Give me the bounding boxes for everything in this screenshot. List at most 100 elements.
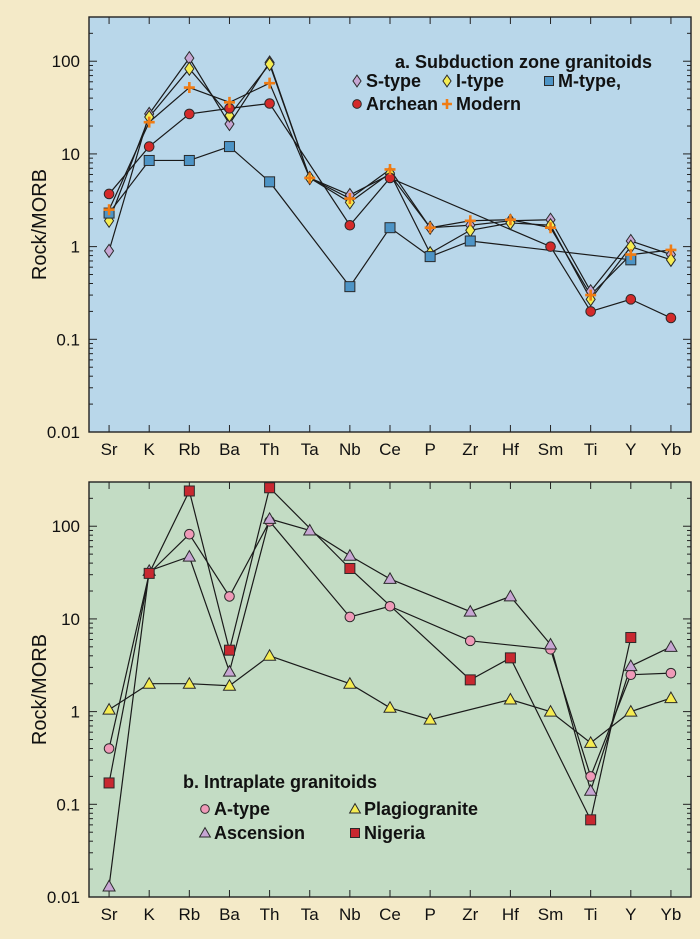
x-tick-label-y: Y xyxy=(625,440,636,459)
point-archean-sm xyxy=(545,241,556,252)
x-tick-label-hf: Hf xyxy=(502,905,519,924)
point-ascension-th xyxy=(262,511,277,524)
chart-intraplate: 0.01 0.1 1 10 100 Rock/MORB Sr K Rb Ba Th Ta Nb Ce P Zr… xyxy=(29,481,692,924)
legend-label-nigeria: Nigeria xyxy=(364,823,426,843)
point-ascension-sr xyxy=(102,879,116,892)
series-line-m-type xyxy=(108,145,631,288)
point-m-type-ce xyxy=(384,222,396,234)
point-modern-y xyxy=(625,249,637,261)
point-modern-ta xyxy=(304,172,316,184)
legend-title: a. Subduction zone granitoids xyxy=(395,52,652,72)
point-m-type-k xyxy=(143,154,155,166)
point-archean-ti xyxy=(585,306,596,317)
x-tick-label-ta: Ta xyxy=(301,440,320,459)
point-plagiogranite-p xyxy=(423,712,437,725)
point-archean-yb xyxy=(665,312,677,324)
x-tick-label-hf: Hf xyxy=(502,440,519,459)
x-tick-label-nb: Nb xyxy=(339,905,361,924)
point-i-type-rb xyxy=(184,61,195,77)
x-tick-label-ti: Ti xyxy=(584,440,598,459)
point-plagiogranite-sm xyxy=(543,704,558,717)
point-s-type-ba xyxy=(224,116,235,132)
point-a-type-y xyxy=(625,669,637,681)
point-modern-ce xyxy=(384,163,396,175)
point-ascension-rb xyxy=(182,549,197,562)
y-tick-label: 10 xyxy=(61,145,80,164)
plot-area xyxy=(88,481,692,898)
x-tick-label-k: K xyxy=(144,905,156,924)
y-tick-label: 0.01 xyxy=(47,423,80,442)
y-tick-label: 0.1 xyxy=(56,795,80,814)
legend-label-s-type: S-type xyxy=(366,71,421,91)
point-a-type-sr xyxy=(103,743,115,754)
point-ascension-y xyxy=(623,659,638,672)
point-m-type-nb xyxy=(344,281,356,293)
point-m-type-ba xyxy=(223,141,235,153)
x-tick-label-k: K xyxy=(144,440,156,459)
point-modern-sm xyxy=(545,222,557,234)
point-nigeria-rb xyxy=(183,485,195,497)
y-axis-label: Rock/MORB xyxy=(29,634,51,745)
x-tick-label-sm: Sm xyxy=(538,905,564,924)
x-tick-label-ce: Ce xyxy=(379,440,401,459)
point-nigeria-zr xyxy=(464,674,476,686)
point-plagiogranite-sr xyxy=(102,702,116,715)
y-tick-label: 0.1 xyxy=(56,330,80,349)
legend-marker-nigeria xyxy=(350,828,360,838)
point-plagiogranite-hf xyxy=(503,692,518,705)
point-a-type-rb xyxy=(184,528,195,540)
legend-marker-s-type xyxy=(352,74,362,88)
point-nigeria-hf xyxy=(504,652,516,664)
x-tick-label-p: P xyxy=(424,905,435,924)
x-tick-label-ce: Ce xyxy=(379,905,401,924)
point-plagiogranite-nb xyxy=(343,676,357,689)
point-plagiogranite-ti xyxy=(583,735,598,748)
x-tick-label-ba: Ba xyxy=(219,905,240,924)
series-line-a-type xyxy=(108,520,671,779)
x-tick-label-sm: Sm xyxy=(538,440,564,459)
point-nigeria-ba xyxy=(223,644,235,656)
y-tick-label: 1 xyxy=(71,703,80,722)
point-ascension-ba xyxy=(222,664,237,677)
point-plagiogranite-th xyxy=(262,648,277,661)
point-archean-sr xyxy=(103,188,115,200)
point-a-type-ce xyxy=(384,600,396,612)
point-plagiogranite-ce xyxy=(383,700,397,713)
y-tick-label: 100 xyxy=(52,517,80,536)
x-tick-label-rb: Rb xyxy=(178,905,200,924)
point-a-type-ti xyxy=(585,771,596,782)
x-tick-label-th: Th xyxy=(260,440,280,459)
point-m-type-p xyxy=(424,251,436,263)
legend-label-archean: Archean xyxy=(366,94,438,114)
x-tick-label-ba: Ba xyxy=(219,440,240,459)
legend-label-m-type: M-type, xyxy=(558,71,621,91)
y-tick-label: 0.01 xyxy=(47,888,80,907)
point-nigeria-nb xyxy=(344,562,356,574)
point-ascension-ti xyxy=(583,783,598,796)
point-m-type-th xyxy=(264,176,276,188)
point-ascension-ta xyxy=(302,523,317,536)
x-tick-label-p: P xyxy=(424,440,435,459)
x-tick-label-zr: Zr xyxy=(462,440,478,459)
legend-label-modern: Modern xyxy=(456,94,521,114)
point-archean-k xyxy=(143,141,155,152)
legend-label-ascension: Ascension xyxy=(214,823,305,843)
point-nigeria-ti xyxy=(585,814,597,826)
point-modern-hf xyxy=(504,214,516,226)
point-modern-zr xyxy=(464,215,476,227)
point-s-type-sr xyxy=(103,243,115,259)
legend-marker-ascension xyxy=(198,826,212,838)
y-tick-label: 10 xyxy=(61,610,80,629)
legend-marker-a-type xyxy=(200,804,210,814)
point-a-type-yb xyxy=(665,667,677,679)
point-archean-rb xyxy=(184,108,195,120)
x-tick-label-zr: Zr xyxy=(462,905,478,924)
point-modern-p xyxy=(424,222,436,234)
x-tick-label-nb: Nb xyxy=(339,440,361,459)
point-ascension-zr xyxy=(463,604,478,617)
point-plagiogranite-y xyxy=(623,704,638,717)
point-ascension-sm xyxy=(543,637,558,650)
point-nigeria-y xyxy=(625,632,637,644)
point-nigeria-sr xyxy=(103,777,115,789)
